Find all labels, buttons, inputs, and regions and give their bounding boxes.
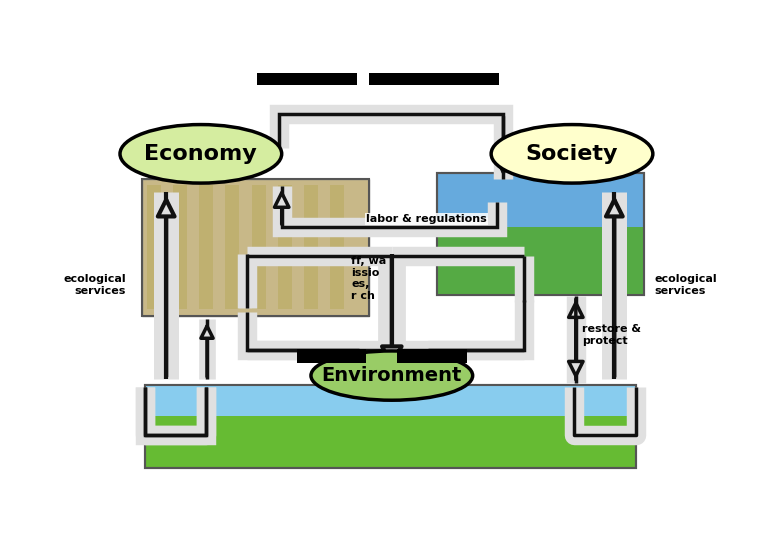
Bar — [144, 385, 636, 468]
Bar — [369, 73, 499, 85]
Bar — [437, 227, 644, 295]
Bar — [173, 184, 187, 310]
Bar — [304, 184, 318, 310]
Bar — [226, 184, 239, 310]
Text: ecological
services: ecological services — [64, 274, 126, 295]
Bar — [437, 173, 644, 295]
Bar — [330, 184, 344, 310]
Bar — [144, 385, 636, 468]
Text: Environment: Environment — [321, 366, 462, 385]
Bar — [141, 179, 369, 316]
Bar — [252, 184, 265, 310]
Text: restore &
protect: restore & protect — [582, 324, 641, 345]
Bar — [144, 385, 636, 416]
Bar — [297, 349, 366, 362]
Text: Society: Society — [526, 144, 618, 164]
Text: Economy: Economy — [144, 144, 257, 164]
Bar — [437, 173, 644, 295]
Ellipse shape — [491, 125, 653, 183]
Text: ecological
services: ecological services — [654, 274, 717, 295]
Bar — [397, 349, 467, 362]
Ellipse shape — [311, 351, 473, 400]
Bar — [141, 179, 369, 316]
Bar — [147, 184, 161, 310]
Bar — [257, 73, 357, 85]
Text: labor & regulations: labor & regulations — [366, 214, 487, 224]
Ellipse shape — [120, 125, 282, 183]
Bar — [278, 184, 292, 310]
Text: ff, wa
issio
es,
r ch: ff, wa issio es, r ch — [351, 256, 386, 301]
Bar — [199, 184, 213, 310]
